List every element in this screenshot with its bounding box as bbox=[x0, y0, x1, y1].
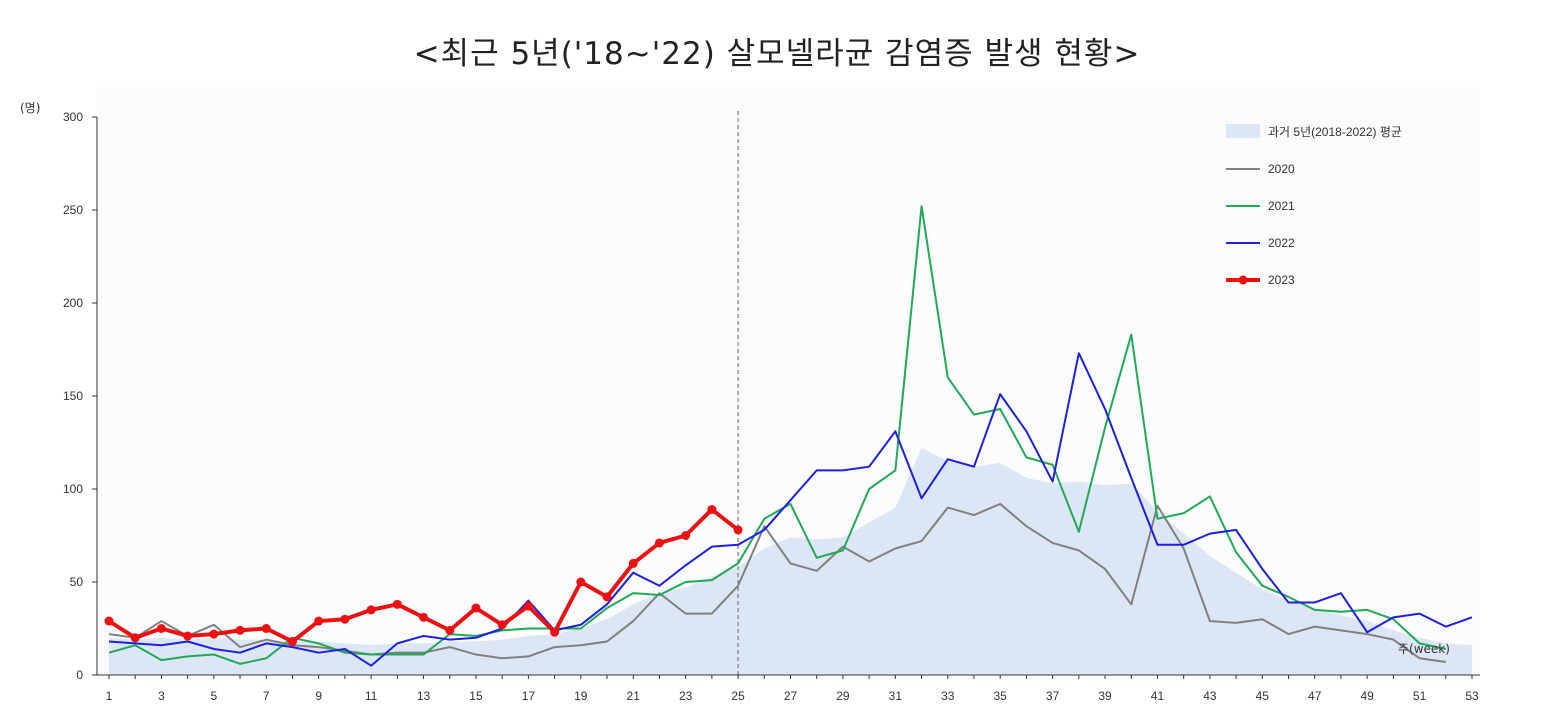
x-tick-label: 23 bbox=[679, 689, 693, 703]
legend-label-2023: 2023 bbox=[1268, 273, 1295, 287]
x-tick-label: 7 bbox=[263, 689, 270, 703]
x-tick-label: 15 bbox=[469, 689, 483, 703]
x-tick-label: 1 bbox=[106, 689, 113, 703]
y-tick-label: 150 bbox=[63, 389, 83, 403]
x-tick-label: 3 bbox=[158, 689, 165, 703]
point-2023-week-23 bbox=[681, 531, 691, 540]
x-tick-label: 35 bbox=[994, 689, 1008, 703]
x-tick-label: 29 bbox=[836, 689, 850, 703]
x-tick-label: 43 bbox=[1203, 689, 1217, 703]
legend-label-average: 과거 5년(2018-2022) 평균 bbox=[1268, 125, 1402, 139]
point-2023-week-16 bbox=[497, 620, 507, 630]
y-tick-label: 200 bbox=[63, 296, 83, 310]
y-tick-label: 250 bbox=[63, 203, 83, 217]
point-2023-week-8 bbox=[287, 637, 297, 647]
x-tick-label: 41 bbox=[1151, 689, 1165, 703]
point-2023-week-21 bbox=[628, 558, 638, 568]
x-tick-label: 45 bbox=[1256, 689, 1270, 703]
point-2023-week-22 bbox=[654, 538, 664, 548]
x-tick-label: 25 bbox=[731, 689, 745, 703]
x-tick-label: 17 bbox=[522, 689, 536, 703]
x-tick-label: 19 bbox=[574, 689, 588, 703]
series-line-2022 bbox=[108, 352, 1473, 667]
x-tick-label: 47 bbox=[1308, 689, 1322, 703]
x-tick-label: 11 bbox=[365, 689, 378, 703]
x-tick-label: 27 bbox=[784, 689, 798, 703]
point-2023-week-7 bbox=[261, 624, 271, 633]
x-tick-label: 51 bbox=[1413, 689, 1427, 703]
point-2023-week-20 bbox=[602, 592, 612, 602]
point-2023-week-11 bbox=[366, 605, 376, 615]
point-2023-week-5 bbox=[209, 629, 219, 639]
point-2023-week-12 bbox=[392, 599, 402, 609]
x-tick-label: 5 bbox=[211, 689, 218, 703]
x-tick-label: 9 bbox=[315, 689, 322, 703]
x-axis-label: 주(week) bbox=[1398, 642, 1450, 656]
legend-label-2022: 2022 bbox=[1268, 236, 1295, 250]
point-2023-week-2 bbox=[130, 633, 140, 643]
legend: 과거 5년(2018-2022) 평균 2020 2021 2022 2023 bbox=[1226, 124, 1402, 287]
point-2023-week-17 bbox=[523, 601, 533, 611]
x-tick-label: 39 bbox=[1098, 689, 1112, 703]
point-2023-week-4 bbox=[183, 631, 193, 641]
chart-title: <최근 5년('18~'22) 살모넬라균 감염증 발생 현황> bbox=[413, 36, 1141, 72]
y-tick-label: 300 bbox=[63, 110, 83, 124]
legend-swatch-average bbox=[1226, 124, 1260, 138]
x-tick-label: 21 bbox=[627, 689, 641, 703]
point-2023-week-25 bbox=[733, 525, 743, 535]
point-2023-week-24 bbox=[707, 504, 717, 514]
x-tick-label: 53 bbox=[1465, 689, 1479, 703]
x-tick-label: 31 bbox=[889, 689, 903, 703]
y-tick-label: 100 bbox=[63, 482, 83, 496]
point-2023-week-3 bbox=[156, 624, 166, 633]
average-area-layer bbox=[109, 448, 1472, 675]
point-2023-week-6 bbox=[235, 625, 245, 635]
point-2023-week-13 bbox=[419, 612, 429, 622]
point-2023-week-15 bbox=[471, 603, 481, 613]
x-tick-label: 37 bbox=[1046, 689, 1060, 703]
point-2023-week-18 bbox=[550, 627, 560, 637]
average-area bbox=[109, 448, 1472, 675]
legend-marker-2023 bbox=[1238, 275, 1248, 285]
point-2023-week-1 bbox=[104, 616, 114, 626]
legend-label-2020: 2020 bbox=[1268, 162, 1295, 176]
point-2023-week-14 bbox=[445, 625, 455, 635]
point-2023-week-10 bbox=[340, 614, 350, 624]
legend-label-2021: 2021 bbox=[1268, 199, 1295, 213]
point-2023-week-19 bbox=[576, 577, 586, 587]
point-2023-week-9 bbox=[314, 616, 324, 626]
x-tick-label: 49 bbox=[1360, 689, 1374, 703]
x-tick-label: 13 bbox=[417, 689, 431, 703]
y-axis-label: (명) bbox=[20, 101, 40, 115]
x-tick-label: 33 bbox=[941, 689, 955, 703]
y-tick-label: 0 bbox=[76, 668, 83, 682]
y-tick-label: 50 bbox=[70, 575, 84, 589]
series-layer bbox=[104, 205, 1473, 667]
series-line-2021 bbox=[108, 205, 1446, 665]
